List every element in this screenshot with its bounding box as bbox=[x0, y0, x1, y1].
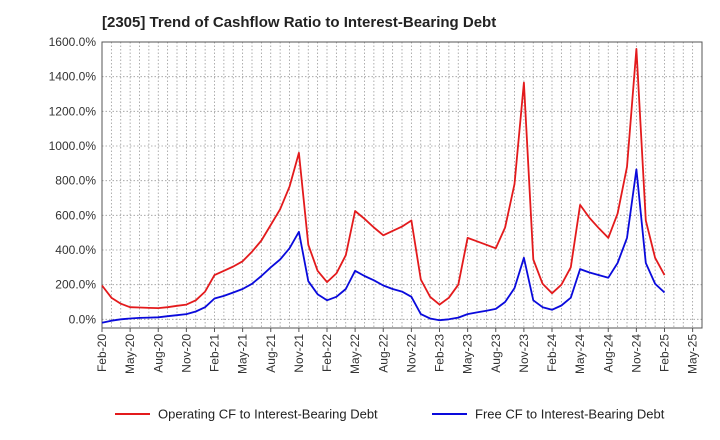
x-tick-label: Aug-23 bbox=[489, 334, 503, 373]
y-tick-label: 1200.0% bbox=[49, 104, 97, 118]
legend-label: Operating CF to Interest-Bearing Debt bbox=[158, 407, 378, 422]
x-tick-label: Aug-20 bbox=[151, 334, 165, 373]
x-tick-label: May-24 bbox=[573, 334, 587, 374]
x-tick-label: Feb-20 bbox=[95, 334, 109, 372]
x-tick-label: Feb-24 bbox=[545, 334, 559, 372]
series-line-operating-cf bbox=[101, 48, 666, 310]
x-tick-label: Nov-21 bbox=[292, 334, 306, 373]
legend-label: Free CF to Interest-Bearing Debt bbox=[475, 407, 665, 422]
x-tick-label: May-25 bbox=[686, 334, 700, 374]
x-tick-label: May-23 bbox=[461, 334, 475, 374]
y-tick-label: 200.0% bbox=[55, 278, 96, 292]
y-tick-label: 1600.0% bbox=[49, 35, 97, 49]
x-tick-label: Nov-22 bbox=[404, 334, 418, 373]
x-tick-label: Feb-23 bbox=[433, 334, 447, 372]
y-tick-label: 400.0% bbox=[55, 243, 96, 257]
x-tick-label: Aug-24 bbox=[601, 334, 615, 373]
x-tick-label: Feb-25 bbox=[658, 334, 672, 372]
y-tick-label: 600.0% bbox=[55, 208, 96, 222]
x-tick-label: Aug-21 bbox=[264, 334, 278, 373]
x-tick-label: Nov-24 bbox=[629, 334, 643, 373]
x-tick-label: May-21 bbox=[236, 334, 250, 374]
x-tick-label: Nov-20 bbox=[179, 334, 193, 373]
y-tick-label: 1400.0% bbox=[49, 70, 97, 84]
series-line-free-cf bbox=[101, 168, 666, 324]
x-tick-label: Feb-21 bbox=[208, 334, 222, 372]
x-tick-label: Nov-23 bbox=[517, 334, 531, 373]
y-tick-label: 800.0% bbox=[55, 174, 96, 188]
x-tick-label: May-20 bbox=[123, 334, 137, 374]
x-tick-label: Feb-22 bbox=[320, 334, 334, 372]
x-tick-label: May-22 bbox=[348, 334, 362, 374]
y-tick-label: 1000.0% bbox=[49, 139, 97, 153]
plot-border bbox=[101, 41, 703, 329]
x-tick-label: Aug-22 bbox=[376, 334, 390, 373]
y-tick-label: 0.0% bbox=[69, 312, 97, 326]
chart-title: [2305] Trend of Cashflow Ratio to Intere… bbox=[102, 14, 497, 31]
